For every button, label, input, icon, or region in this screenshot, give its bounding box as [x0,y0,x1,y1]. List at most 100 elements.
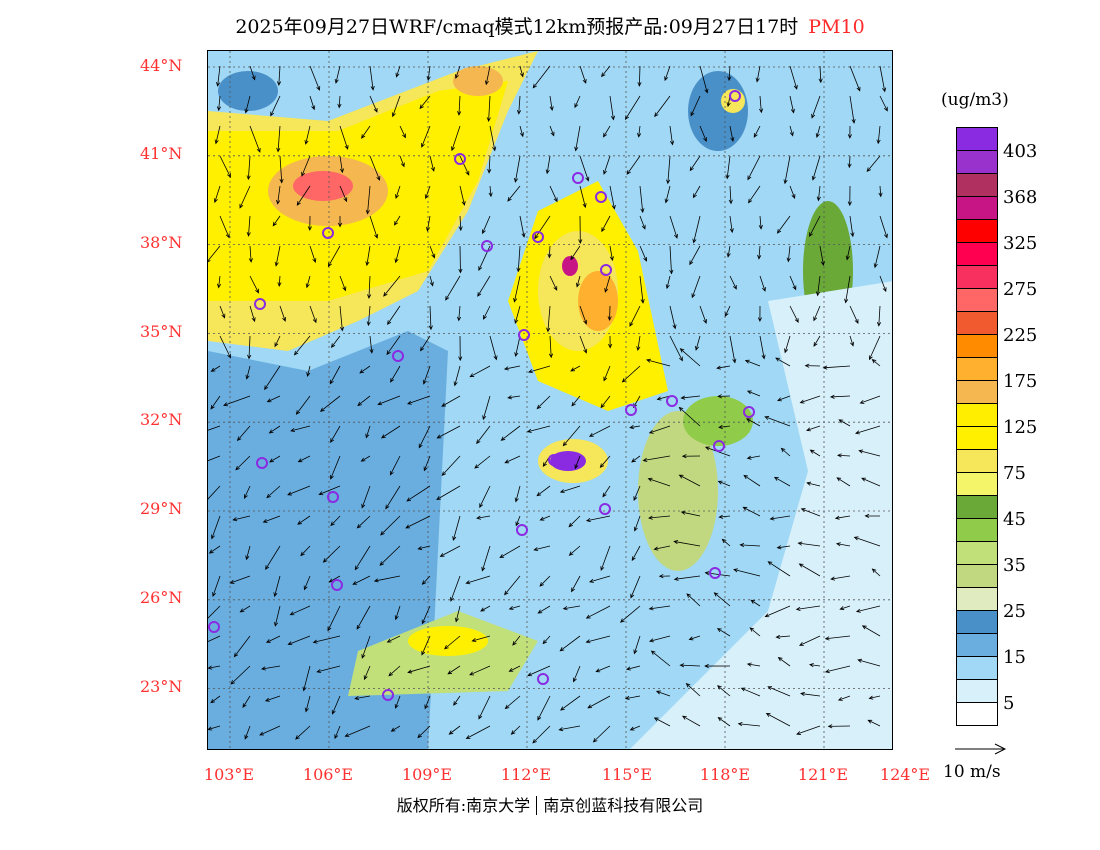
wind-arrow [879,215,888,239]
wind-arrow [441,455,461,476]
wind-arrow [679,663,701,668]
legend-swatch [957,220,997,243]
wind-arrow [330,335,341,349]
wind-arrow [588,425,611,437]
wind-arrow [692,215,701,244]
wind-arrow [344,725,371,737]
wind-arrow [429,275,434,287]
wind-arrow [395,65,401,78]
wind-arrow [795,605,821,611]
wind-arrow [516,95,522,115]
wind-arrow [536,485,551,497]
wind-arrow [306,365,311,378]
wind-arrow [447,665,461,675]
wind-arrow [629,305,641,327]
wind-arrow [647,477,671,487]
wind-arrow [579,335,588,354]
wind-arrow [365,245,371,267]
wind-arrow [262,515,281,523]
wind-arrow [483,305,491,320]
wind-arrow [639,215,646,230]
city-marker [254,298,266,310]
legend-label: 325 [1003,233,1038,254]
wind-arrow [479,485,491,509]
wind-arrow [648,635,671,643]
legend-unit: (ug/m3) [941,90,1009,110]
legend-swatch [957,450,997,473]
legend-label: 403 [1003,141,1038,162]
wind-arrow [717,685,731,697]
wind-arrow [385,485,401,510]
wind-arrow [746,418,761,427]
wind-arrow [316,665,341,673]
wind-arrow [806,425,821,432]
wind-arrow [717,717,731,727]
wind-arrow [399,155,405,168]
wind-arrow [297,455,311,463]
wind-arrow [609,95,616,121]
wind-arrow [800,508,821,517]
legend-label: 175 [1003,371,1038,392]
city-marker [208,621,220,633]
wind-arrow [699,125,707,143]
wind-arrow [767,686,791,697]
wind-arrow [729,275,737,290]
wind-arrow [230,665,251,685]
wind-arrow [248,245,253,263]
legend-swatch [957,243,997,266]
wind-arrow [249,275,259,294]
wind-arrow [421,635,431,656]
wind-arrow [750,599,761,607]
wind-arrow [648,605,671,611]
wind-arrow [679,348,701,367]
wind-arrow [337,215,343,228]
wind-arrow [636,335,641,352]
wind-arrow [208,485,221,500]
wind-arrow [776,215,791,234]
wind-arrow [245,545,251,561]
wind-arrow [300,545,311,557]
wind-arrow [417,725,431,739]
wind-arrow [489,125,497,152]
wind-arrow [539,575,551,587]
legend-swatch [957,680,997,703]
wind-arrow [866,155,881,173]
wind-arrow [759,95,764,114]
wind-arrow [574,125,581,152]
wind-arrow [233,635,251,658]
wind-arrow [757,305,762,323]
wind-arrow [216,95,222,112]
wind-arrow [390,365,401,383]
wind-arrow [548,335,554,359]
wind-arrow [369,65,375,91]
wind-arrow [650,650,671,667]
wind-arrow [363,665,371,681]
wind-vectors [208,65,888,744]
wind-arrow [562,605,581,611]
legend-swatch [957,542,997,565]
wind-arrow [305,275,311,289]
wind-arrow [786,245,791,263]
wind-arrow [274,335,281,348]
wind-arrow [379,545,401,566]
wind-arrow [208,245,221,263]
wind-arrow [516,245,521,273]
lat-label: 41°N [140,144,183,163]
wind-arrow [214,125,221,145]
wind-arrow [424,695,431,710]
wind-arrow [769,515,791,521]
legend-label: 275 [1003,279,1038,300]
wind-arrow [729,215,734,234]
wind-arrow [469,665,491,676]
wind-arrow [357,395,371,407]
wind-arrow [633,515,641,532]
wind-arrow [818,65,823,84]
wind-arrow [487,155,492,174]
wind-arrow [334,65,341,84]
wind-arrow [602,485,611,498]
wind-arrow [633,635,641,655]
wind-arrow [369,95,378,113]
wind-arrow [309,245,317,264]
wind-arrow [208,635,221,643]
wind-arrow [266,485,281,499]
